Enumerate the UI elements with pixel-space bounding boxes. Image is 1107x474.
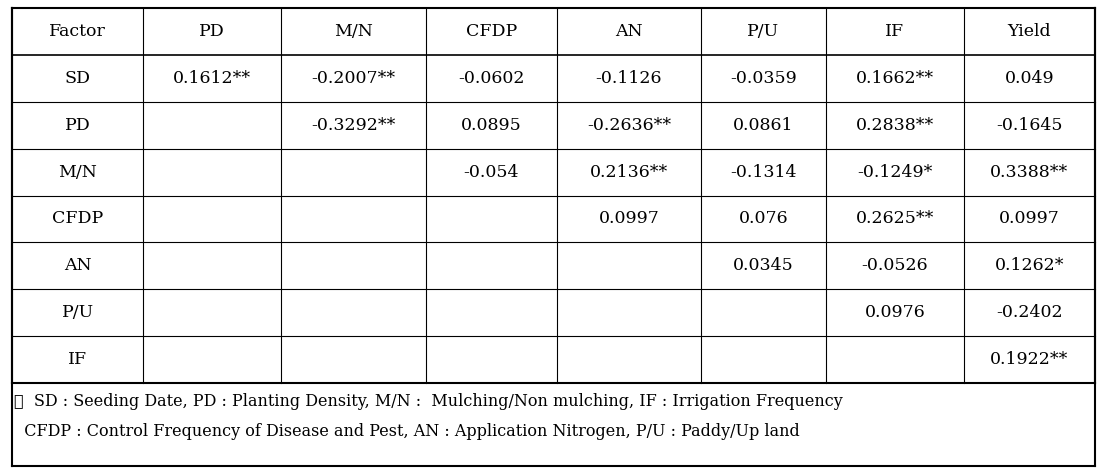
Text: -0.2636**: -0.2636** xyxy=(587,117,671,134)
Text: Factor: Factor xyxy=(49,23,106,40)
Text: AN: AN xyxy=(615,23,643,40)
Text: 0.0997: 0.0997 xyxy=(999,210,1059,228)
Text: ※  SD : Seeding Date, PD : Planting Density, M/N :  Mulching/Non mulching, IF : : ※ SD : Seeding Date, PD : Planting Densi… xyxy=(14,392,842,410)
Text: M/N: M/N xyxy=(334,23,373,40)
Text: SD: SD xyxy=(64,70,91,87)
Text: CFDP: CFDP xyxy=(466,23,517,40)
Text: -0.1126: -0.1126 xyxy=(596,70,662,87)
Text: 0.0345: 0.0345 xyxy=(733,257,794,274)
Text: 0.0895: 0.0895 xyxy=(461,117,521,134)
Text: 0.2838**: 0.2838** xyxy=(856,117,934,134)
Text: -0.0359: -0.0359 xyxy=(731,70,797,87)
Text: -0.054: -0.054 xyxy=(464,164,519,181)
Text: Yield: Yield xyxy=(1007,23,1052,40)
Text: 0.0861: 0.0861 xyxy=(733,117,794,134)
Text: -0.1314: -0.1314 xyxy=(731,164,797,181)
Text: CFDP: CFDP xyxy=(52,210,103,228)
Text: 0.1662**: 0.1662** xyxy=(856,70,934,87)
Text: -0.1249*: -0.1249* xyxy=(857,164,932,181)
Text: PD: PD xyxy=(65,117,91,134)
Text: PD: PD xyxy=(199,23,225,40)
Text: 0.049: 0.049 xyxy=(1004,70,1054,87)
Text: -0.0526: -0.0526 xyxy=(861,257,928,274)
Text: -0.0602: -0.0602 xyxy=(458,70,525,87)
Text: IF: IF xyxy=(886,23,904,40)
Text: 0.1262*: 0.1262* xyxy=(994,257,1064,274)
Text: AN: AN xyxy=(64,257,92,274)
Text: -0.2402: -0.2402 xyxy=(996,304,1063,321)
Text: IF: IF xyxy=(68,351,87,368)
Text: 0.1922**: 0.1922** xyxy=(990,351,1068,368)
Text: 0.3388**: 0.3388** xyxy=(991,164,1068,181)
Text: 0.1612**: 0.1612** xyxy=(173,70,251,87)
Text: CFDP : Control Frequency of Disease and Pest, AN : Application Nitrogen, P/U : P: CFDP : Control Frequency of Disease and … xyxy=(14,422,799,439)
Text: 0.2136**: 0.2136** xyxy=(590,164,669,181)
Text: P/U: P/U xyxy=(747,23,779,40)
Text: 0.2625**: 0.2625** xyxy=(856,210,934,228)
Text: P/U: P/U xyxy=(62,304,94,321)
Text: -0.3292**: -0.3292** xyxy=(311,117,395,134)
Text: 0.0997: 0.0997 xyxy=(599,210,660,228)
Text: -0.1645: -0.1645 xyxy=(996,117,1063,134)
Text: 0.076: 0.076 xyxy=(738,210,788,228)
Text: 0.0976: 0.0976 xyxy=(865,304,925,321)
Text: -0.2007**: -0.2007** xyxy=(311,70,395,87)
Text: M/N: M/N xyxy=(59,164,97,181)
